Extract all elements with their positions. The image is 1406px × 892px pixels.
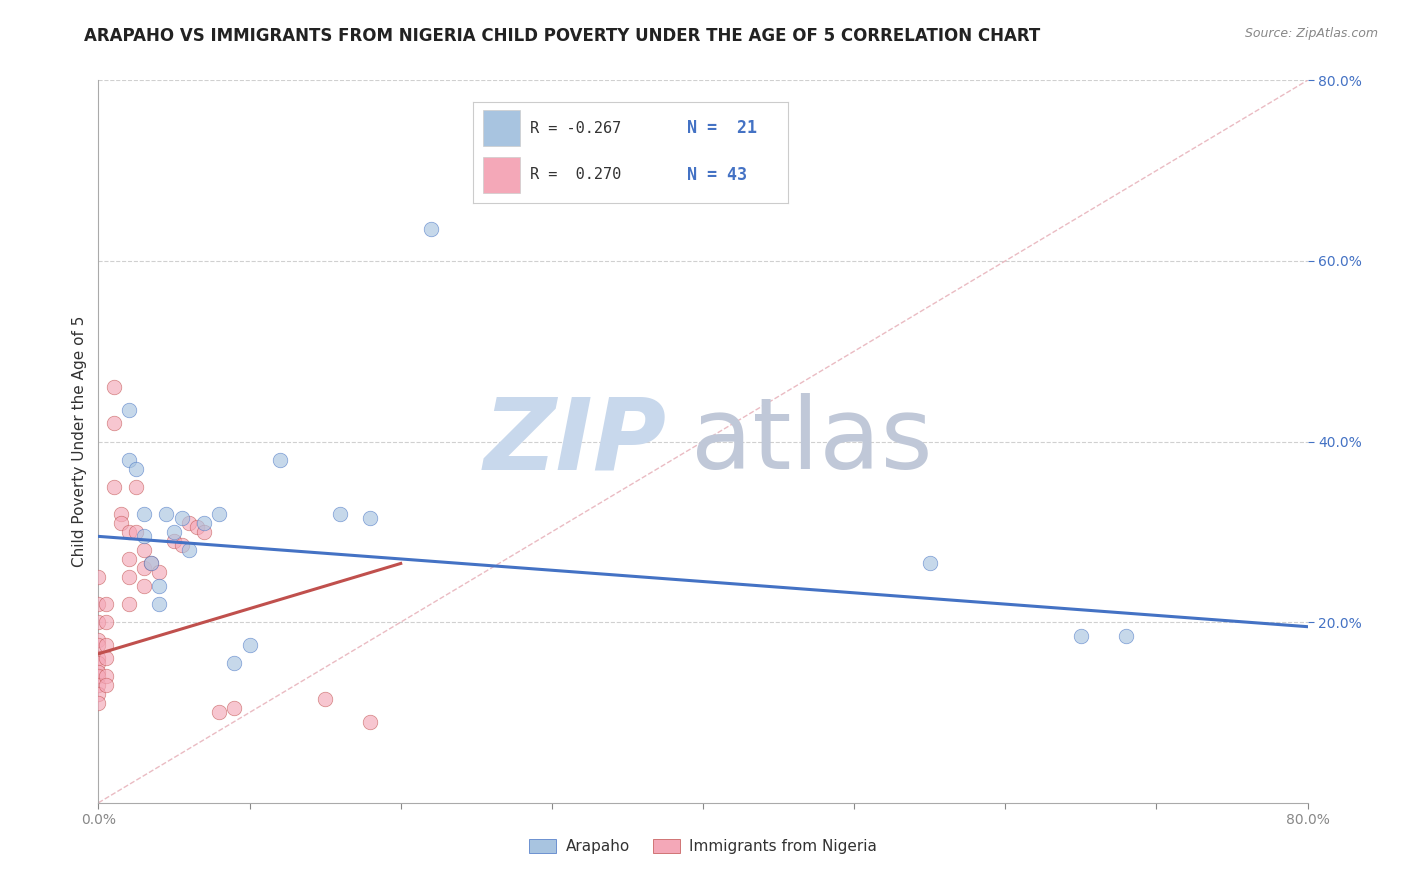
Point — [125, 461, 148, 475]
Point — [132, 561, 155, 575]
Point — [103, 380, 125, 394]
Point — [314, 692, 336, 706]
Point — [87, 651, 110, 665]
Point — [125, 524, 148, 539]
Point — [110, 507, 132, 521]
Point — [94, 615, 117, 630]
Point — [132, 542, 155, 557]
Point — [163, 524, 186, 539]
Point — [420, 222, 443, 236]
Point — [94, 651, 117, 665]
Point — [163, 533, 186, 548]
Point — [224, 656, 246, 670]
Point — [148, 579, 170, 593]
Point — [87, 665, 110, 679]
Point — [208, 507, 231, 521]
Point — [118, 524, 141, 539]
Point — [87, 633, 110, 648]
Text: atlas: atlas — [690, 393, 932, 490]
Point — [94, 669, 117, 683]
Point — [208, 706, 231, 720]
Text: ZIP: ZIP — [484, 393, 666, 490]
Point — [118, 570, 141, 584]
Point — [132, 529, 155, 543]
Point — [118, 403, 141, 417]
Point — [118, 552, 141, 566]
Point — [132, 579, 155, 593]
Point — [186, 520, 208, 534]
Point — [118, 452, 141, 467]
Point — [125, 480, 148, 494]
Point — [224, 701, 246, 715]
Point — [329, 507, 352, 521]
Point — [87, 669, 110, 683]
Point — [155, 507, 177, 521]
Point — [193, 516, 215, 530]
Point — [239, 638, 262, 652]
Point — [918, 557, 941, 571]
Point — [87, 697, 110, 711]
Point — [170, 538, 193, 552]
Point — [87, 656, 110, 670]
Point — [87, 570, 110, 584]
Point — [360, 511, 382, 525]
Point — [170, 511, 193, 525]
Text: ARAPAHO VS IMMIGRANTS FROM NIGERIA CHILD POVERTY UNDER THE AGE OF 5 CORRELATION : ARAPAHO VS IMMIGRANTS FROM NIGERIA CHILD… — [84, 27, 1040, 45]
Point — [87, 597, 110, 611]
Point — [141, 557, 163, 571]
Point — [193, 524, 215, 539]
Point — [103, 480, 125, 494]
Point — [148, 597, 170, 611]
Text: Source: ZipAtlas.com: Source: ZipAtlas.com — [1244, 27, 1378, 40]
Y-axis label: Child Poverty Under the Age of 5: Child Poverty Under the Age of 5 — [72, 316, 87, 567]
Point — [103, 417, 125, 431]
Point — [360, 714, 382, 729]
Point — [132, 507, 155, 521]
Point — [179, 542, 201, 557]
Point — [141, 557, 163, 571]
Point — [1115, 629, 1137, 643]
Point — [179, 516, 201, 530]
Point — [87, 687, 110, 701]
Point — [148, 566, 170, 580]
Point — [94, 638, 117, 652]
Point — [94, 597, 117, 611]
Point — [118, 597, 141, 611]
Point — [87, 638, 110, 652]
Legend: Arapaho, Immigrants from Nigeria: Arapaho, Immigrants from Nigeria — [523, 832, 883, 860]
Point — [87, 678, 110, 692]
Point — [87, 615, 110, 630]
Point — [110, 516, 132, 530]
Point — [1070, 629, 1092, 643]
Point — [94, 678, 117, 692]
Point — [269, 452, 291, 467]
